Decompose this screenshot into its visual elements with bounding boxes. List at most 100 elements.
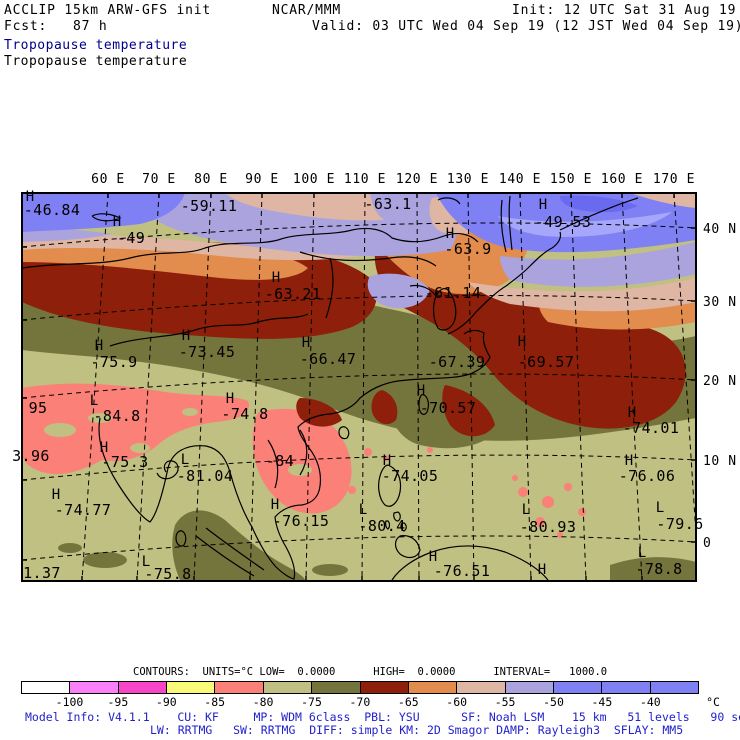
lon-label: 80 E	[194, 172, 228, 187]
lat-label: 30 N	[703, 295, 737, 310]
colorbar-segment	[167, 682, 216, 693]
pressure-center-value: -75.8	[144, 565, 191, 583]
lon-label: 150 E	[550, 172, 592, 187]
pressure-center-value: -75.3	[101, 453, 148, 471]
colorbar-tick-label: -85	[204, 695, 226, 709]
colorbar-segment	[505, 682, 554, 693]
lon-label: 160 E	[601, 172, 643, 187]
salmon-holes	[44, 408, 312, 476]
model-config-line2: LW: RRTMG SW: RRTMG DIFF: simple KM: 2D …	[150, 723, 684, 737]
pressure-center-symbol: L	[181, 452, 189, 468]
colorbar-tick-label: -75	[301, 695, 322, 709]
pressure-center-symbol: H	[26, 189, 34, 205]
lon-label: 130 E	[447, 172, 489, 187]
center-name: NCAR/MMM	[272, 3, 342, 18]
map-border	[21, 192, 697, 582]
pressure-center-symbol: H	[625, 453, 633, 469]
model-title: ACCLIP 15km ARW-GFS init	[4, 3, 212, 18]
pressure-center-symbol: L	[656, 500, 664, 516]
pressure-center-value: -76.51	[434, 562, 491, 580]
pressure-center-value: -74.77	[55, 501, 112, 519]
colorbar-tick-label: -65	[397, 695, 419, 709]
colorbar-tick-label: -40	[639, 695, 661, 709]
pressure-center-symbol: H	[417, 383, 425, 399]
colorbar-segment	[602, 682, 651, 693]
pressure-center-symbol: H	[52, 487, 60, 503]
colorbar-tick-label: -90	[155, 695, 177, 709]
pressure-center-value: -49	[117, 229, 145, 247]
colorbar-segment	[118, 682, 168, 693]
pressure-center-value: -74.8	[221, 405, 268, 423]
forecast-hour: Fcst: 87 h	[4, 19, 108, 34]
pressure-center-value: -67.39	[429, 353, 486, 371]
cold-salmon-region	[22, 383, 586, 538]
pressure-center-value: -75.9	[90, 353, 137, 371]
lat-label: 20 N	[703, 374, 737, 389]
pressure-center-value: -74.01	[623, 419, 680, 437]
pressure-center-symbol: L	[638, 545, 646, 561]
model-config-line1: Model Info: V4.1.1 CU: KF MP: WDM 6class…	[25, 710, 740, 724]
pressure-center-symbol: H	[429, 549, 437, 565]
colorbar-tick-label: -55	[494, 695, 516, 709]
lat-label: 10 N	[703, 454, 737, 469]
pressure-center-symbol: L	[359, 502, 367, 518]
pressure-center-value: -78.8	[635, 560, 682, 578]
lon-label: 170 E	[653, 172, 695, 187]
field-title-primary: Tropopause temperature	[4, 38, 188, 53]
pressure-center-value: -59.11	[181, 197, 238, 215]
typhoon-symbol	[156, 460, 179, 480]
colorbar-segment	[650, 682, 699, 693]
pressure-center-value: -73.45	[179, 343, 236, 361]
lon-label: 140 E	[499, 172, 541, 187]
pressure-center-value: 95	[29, 399, 48, 417]
colorbar-segment	[360, 682, 409, 693]
pressure-center-value: -63.1	[364, 195, 411, 213]
colorbar-segment	[312, 682, 361, 693]
pressure-center-value: -84	[266, 452, 294, 470]
valid-time: Valid: 03 UTC Wed 04 Sep 19 (12 JST Wed …	[312, 19, 740, 34]
pressure-center-symbol: H	[100, 440, 108, 456]
pressure-center-labels: H-46.84H-49-59.11 -63.1 H-49.53H-63.9-61.1…	[12, 189, 703, 583]
axis-ticks	[22, 193, 696, 581]
pressure-center-symbol: H	[539, 197, 547, 213]
pressure-center-symbol: H	[538, 562, 546, 578]
pressure-center-value: -80.4	[358, 517, 405, 535]
tan-strip-left	[22, 232, 380, 261]
pressure-center-symbol: H	[271, 497, 279, 513]
colorbar-segment	[553, 682, 603, 693]
pressure-center-symbol: H	[226, 391, 234, 407]
pressure-center-value: -49.53	[535, 213, 592, 231]
pressure-center-symbol: H	[446, 226, 454, 242]
pressure-center-value: -70.57	[420, 399, 477, 417]
map-filled-contours	[22, 193, 696, 581]
lavender-top-region	[138, 193, 459, 257]
colorbar-tick-label: -60	[446, 695, 468, 709]
colorbar-tick-label: -50	[543, 695, 564, 709]
pressure-center-value: -63.9	[444, 240, 491, 258]
pressure-center-symbol: H	[302, 335, 310, 351]
lat-label: 0	[703, 536, 711, 551]
colorbar-segment	[22, 682, 71, 693]
lon-label: 100 E	[293, 172, 335, 187]
lon-label: 70 E	[142, 172, 176, 187]
pressure-center-value: -69.57	[518, 353, 575, 371]
colorbar-tick-label: -80	[252, 695, 274, 709]
pressure-center-value: -84.8	[93, 407, 140, 425]
longitude-axis: 60 E 70 E 80 E 90 E 100 E 110 E 120 E 130 E 140 …	[91, 172, 695, 187]
colorbar-segment	[263, 682, 313, 693]
pressure-center-symbol: L	[90, 393, 98, 409]
colorbar-ticks: °C -100 -95 -90 -85 -80 -75 -70 -65 -60 -55 -50 -45…	[0, 695, 740, 709]
pressure-center-symbol: H	[518, 334, 526, 350]
latitude-axis: 40 N 30 N 20 N 10 N 0	[703, 222, 737, 551]
colorbar-tick-label: -70	[349, 695, 371, 709]
lon-label: 120 E	[396, 172, 438, 187]
pressure-center-symbol: H	[628, 405, 636, 421]
field-title-secondary: Tropopause temperature	[4, 54, 188, 69]
pressure-center-value: 1.37	[23, 564, 61, 582]
colorbar-tick-label: -45	[591, 695, 613, 709]
light-purple-band	[22, 228, 696, 309]
pressure-center-value: -63.21	[265, 285, 322, 303]
colorbar-segment	[215, 682, 264, 693]
pressure-center-value: 3.96	[12, 447, 50, 465]
